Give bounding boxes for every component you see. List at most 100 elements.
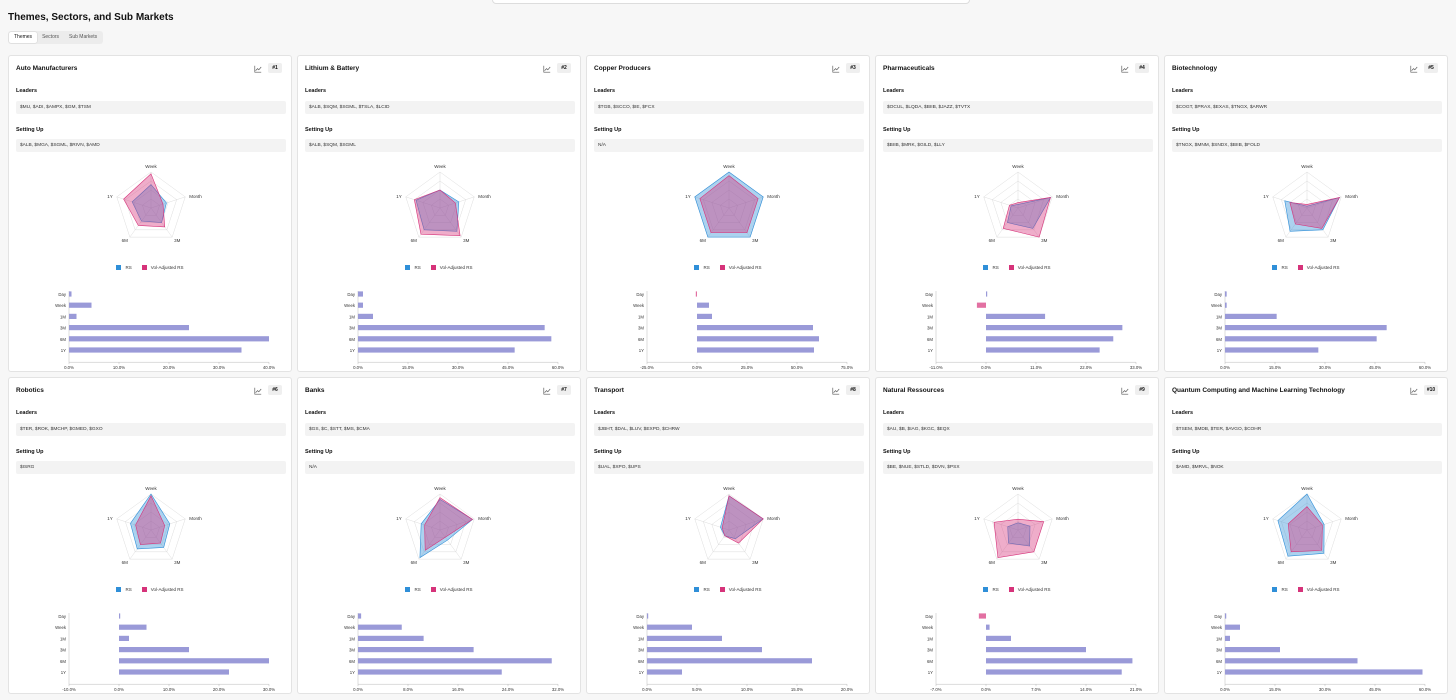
chart-icon[interactable] xyxy=(1410,387,1418,395)
chart-icon[interactable] xyxy=(832,65,840,73)
radar-grid-ring xyxy=(1009,520,1027,538)
radar-series-vol-adjusted xyxy=(1289,196,1341,229)
bar-6m xyxy=(358,336,552,342)
bar-category-label: 1Y xyxy=(61,348,66,353)
legend-vol-adjusted[interactable]: Vol-Adjusted RS xyxy=(1008,587,1051,593)
bar-3m xyxy=(358,325,545,331)
chart-icon[interactable] xyxy=(1121,387,1129,395)
legend-rs[interactable]: RS xyxy=(405,265,421,271)
legend-rs[interactable]: RS xyxy=(116,265,132,271)
bar-category-label: Day xyxy=(1214,614,1222,619)
bar-tick-label: 75.0% xyxy=(841,365,853,370)
theme-card-6: Robotics #6 Leaders $TER, $ROK, $MCHP, $… xyxy=(8,377,292,694)
legend-rs[interactable]: RS xyxy=(1272,587,1288,593)
legend-rs[interactable]: RS xyxy=(1272,265,1288,271)
legend-rs[interactable]: RS xyxy=(983,587,999,593)
legend-vol-adjusted[interactable]: Vol-Adjusted RS xyxy=(1297,265,1340,271)
bar-week xyxy=(647,624,692,630)
setting-up-label: Setting Up xyxy=(1172,449,1200,455)
bar-1y xyxy=(986,669,1122,675)
bar-category-label: Day xyxy=(636,292,644,297)
bar-tick-label: -10.0% xyxy=(62,687,76,692)
radar-chart: Week Month 3M 6M 1Y xyxy=(107,164,202,243)
setting-up-tickers: $UAL, $XPO, $UPS xyxy=(594,461,864,474)
theme-grid: Auto Manufacturers #1 Leaders $MU, $ADI,… xyxy=(8,55,1448,696)
legend-vol-swatch xyxy=(719,265,725,271)
chart-icon[interactable] xyxy=(254,387,262,395)
bar-week xyxy=(976,302,986,308)
legend-vol-adjusted[interactable]: Vol-Adjusted RS xyxy=(1008,265,1051,271)
legend-vol-adjusted[interactable]: Vol-Adjusted RS xyxy=(719,587,762,593)
bar-3m xyxy=(647,647,762,653)
radar-grid-ring xyxy=(142,198,160,216)
radar-spoke xyxy=(1285,207,1308,238)
legend-rs[interactable]: RS xyxy=(405,587,421,593)
bar-tick-label: 40.0% xyxy=(263,365,275,370)
bar-tick-label: 20.0% xyxy=(213,687,225,692)
bar-3m xyxy=(1225,647,1280,653)
bar-tick-label: 14.0% xyxy=(1080,687,1092,692)
bar-tick-label: 15.0% xyxy=(791,687,803,692)
legend-rs-swatch xyxy=(694,265,700,271)
chart-icon[interactable] xyxy=(1410,65,1418,73)
legend-rs[interactable]: RS xyxy=(694,587,710,593)
bar-tick-label: 11.0% xyxy=(1030,365,1042,370)
radar-grid-ring xyxy=(1298,520,1316,538)
chart-icon[interactable] xyxy=(254,65,262,73)
radar-grid-ring xyxy=(992,502,1044,553)
bar-day xyxy=(1225,291,1227,297)
radar-spoke xyxy=(694,518,730,531)
leaders-label: Leaders xyxy=(883,410,905,416)
legend-vol-adjusted[interactable]: Vol-Adjusted RS xyxy=(719,265,762,271)
tab-themes[interactable]: Themes xyxy=(9,32,38,43)
bar-1y xyxy=(119,669,229,675)
legend-vol-swatch xyxy=(1297,265,1303,271)
theme-card-2: Lithium & Battery #2 Leaders $ALB, $SQM,… xyxy=(297,55,581,372)
legend-vol-adjusted[interactable]: Vol-Adjusted RS xyxy=(430,587,473,593)
radar-spoke xyxy=(439,207,462,238)
bar-tick-label: 0.0% xyxy=(981,687,991,692)
leaders-tickers: $AU, $B, $IAG, $KGC, $EQX xyxy=(883,423,1153,436)
chart-icon[interactable] xyxy=(543,65,551,73)
rank-badge: #7 xyxy=(557,385,571,395)
legend-vol-label: Vol-Adjusted RS xyxy=(728,265,762,270)
chart-icon[interactable] xyxy=(1121,65,1129,73)
bar-category-label: 1M xyxy=(927,636,933,641)
legend-vol-adjusted[interactable]: Vol-Adjusted RS xyxy=(141,587,184,593)
chart-icon[interactable] xyxy=(543,387,551,395)
bar-3m xyxy=(986,647,1086,653)
legend-rs[interactable]: RS xyxy=(694,265,710,271)
legend-rs-swatch xyxy=(116,587,122,593)
rank-badge: #5 xyxy=(1424,63,1438,73)
leaders-label: Leaders xyxy=(305,410,327,416)
radar-chart: Week Month 3M 6M 1Y xyxy=(396,486,491,565)
radar-series-vol-adjusted xyxy=(413,189,461,236)
radar-spoke xyxy=(694,196,730,209)
tab-sectors[interactable]: Sectors xyxy=(42,34,60,40)
bar-category-label: 3M xyxy=(638,648,644,653)
radar-axis-label: Week xyxy=(145,164,157,169)
radar-axis-label: Month xyxy=(189,194,202,199)
radar-axis-label: Week xyxy=(1301,486,1313,491)
bar-category-label: 1M xyxy=(60,636,66,641)
radar-axis-label: 3M xyxy=(1041,560,1048,565)
bar-1y xyxy=(1225,669,1423,675)
bar-1y xyxy=(697,347,814,353)
legend-vol-adjusted[interactable]: Vol-Adjusted RS xyxy=(1297,587,1340,593)
setting-up-tickers: N/A xyxy=(594,139,864,152)
legend-vol-adjusted[interactable]: Vol-Adjusted RS xyxy=(141,265,184,271)
radar-spoke xyxy=(439,518,475,531)
bar-tick-label: -25.0% xyxy=(640,365,654,370)
search-bar[interactable] xyxy=(492,0,970,4)
chart-icon[interactable] xyxy=(832,387,840,395)
legend-rs[interactable]: RS xyxy=(116,587,132,593)
legend-vol-adjusted[interactable]: Vol-Adjusted RS xyxy=(430,265,473,271)
leaders-label: Leaders xyxy=(883,88,905,94)
leaders-tickers: $OCUL, $LQDA, $BIIB, $JAZZ, $TVTX xyxy=(883,101,1153,114)
radar-axis-label: 6M xyxy=(122,560,129,565)
bar-1m xyxy=(986,313,1046,319)
radar-spoke xyxy=(1017,529,1040,560)
legend-rs[interactable]: RS xyxy=(983,265,999,271)
tab-sub-markets[interactable]: Sub Markets xyxy=(69,34,98,40)
radar-grid-ring xyxy=(1272,493,1342,560)
